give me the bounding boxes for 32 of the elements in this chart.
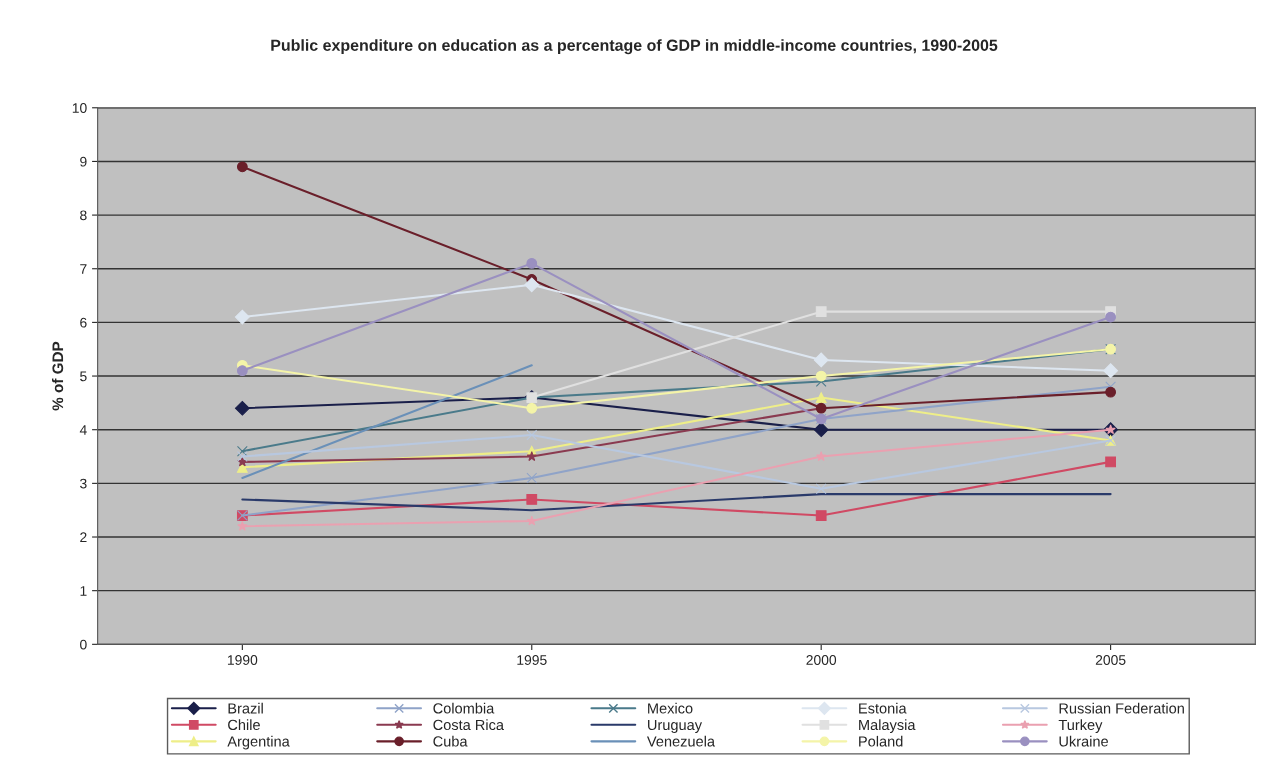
y-tick-label: 10 <box>72 103 87 113</box>
legend-label: Turkey <box>1058 719 1103 733</box>
y-tick-label: 9 <box>80 156 87 167</box>
x-tick-label: 1990 <box>227 655 258 665</box>
y-tick-label: 0 <box>80 639 87 650</box>
legend-label: Costa Rica <box>433 719 504 731</box>
y-tick-label: 4 <box>79 425 87 435</box>
legend-label: Chile <box>228 719 260 731</box>
legend-label: Brazil <box>228 702 263 714</box>
y-tick-label: 6 <box>80 317 87 328</box>
legend-label: Uruguay <box>648 719 702 733</box>
y-tick-label: 1 <box>80 586 87 596</box>
x-tick-label: 1995 <box>517 655 547 665</box>
legend-label: Cuba <box>433 735 468 747</box>
legend-label: Ukraine <box>1059 735 1108 747</box>
legend-label: Colombia <box>433 702 495 714</box>
y-tick-label: 7 <box>80 264 87 274</box>
y-tick-label: 3 <box>80 478 87 489</box>
y-tick-label: 5 <box>80 371 87 382</box>
legend-label: Estonia <box>859 702 907 714</box>
x-tick-label: 2005 <box>1095 655 1126 665</box>
y-tick-label: 8 <box>80 210 87 221</box>
x-tick-label: 2000 <box>806 655 837 665</box>
legend-label: Venezuela <box>646 735 716 747</box>
y-tick-label: 2 <box>80 532 87 543</box>
y-axis-title: % of GDP <box>51 341 64 411</box>
legend-label: Argentina <box>227 735 290 750</box>
legend-label: Mexico <box>648 702 693 714</box>
legend-label: Poland <box>859 735 903 747</box>
legend-label: Malaysia <box>859 719 916 733</box>
chart-title: Public expenditure on education as a percentage of GDP in middle-income countries, 1990-2005 <box>271 39 998 55</box>
legend-label: Russian Federation <box>1059 702 1184 714</box>
